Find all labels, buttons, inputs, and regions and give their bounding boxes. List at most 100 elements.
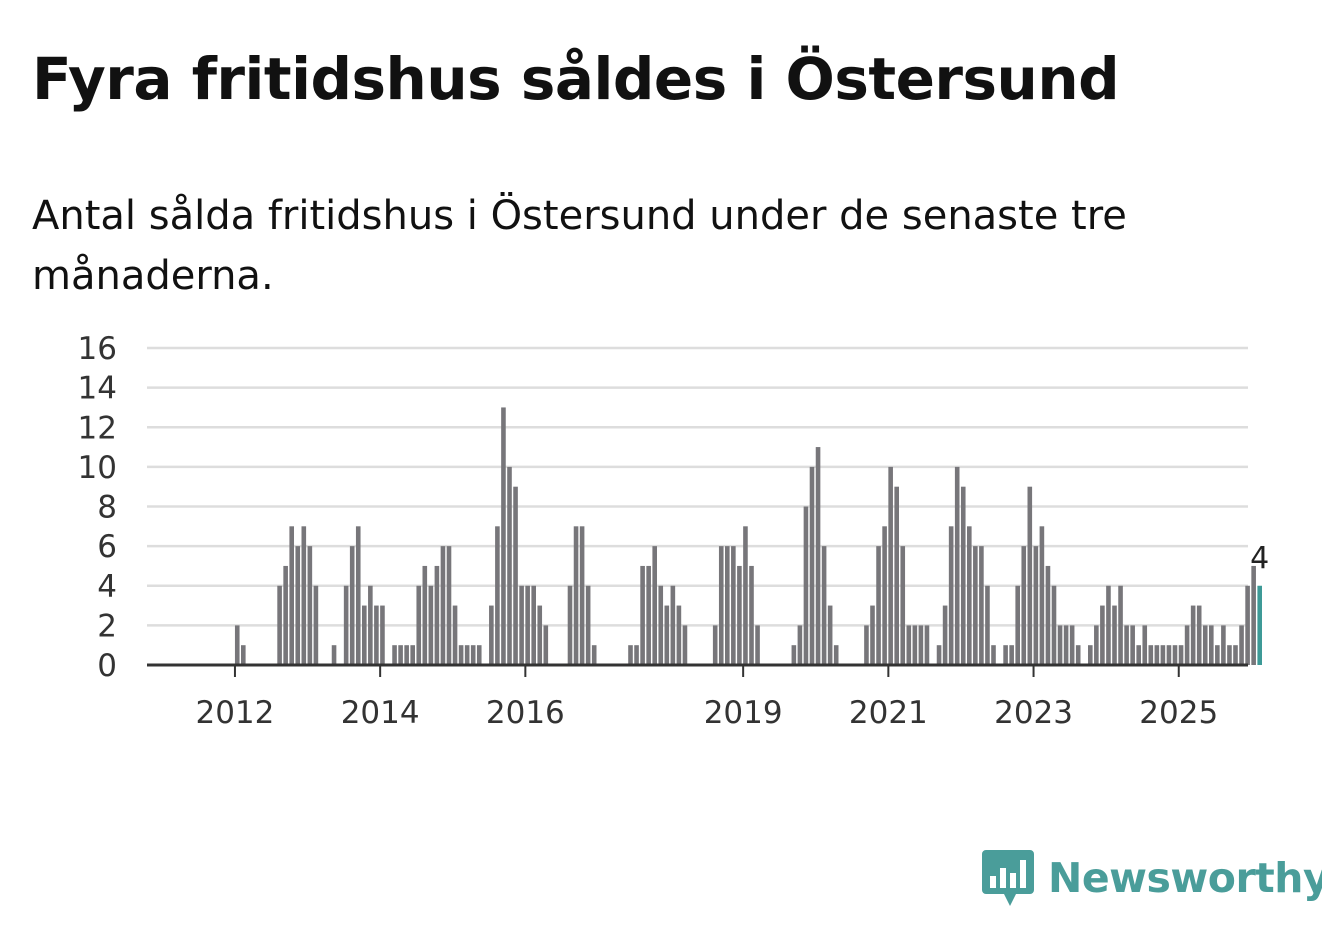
bar-chart-speech-bubble-icon <box>982 850 1034 906</box>
bar <box>664 605 670 665</box>
bar <box>1227 645 1232 665</box>
x-tick-label: 2023 <box>994 695 1073 731</box>
bar <box>525 585 530 665</box>
bar <box>1245 585 1250 665</box>
bar <box>864 625 869 666</box>
bar <box>380 605 385 665</box>
bar <box>283 565 288 665</box>
bar <box>1209 625 1214 666</box>
bar <box>1124 625 1129 666</box>
bar <box>452 605 458 665</box>
x-tick-label: 2025 <box>1139 695 1218 731</box>
bar <box>392 645 397 665</box>
bar <box>918 625 924 666</box>
y-tick-label: 16 <box>78 331 117 367</box>
bar <box>1045 565 1051 665</box>
bar <box>718 546 724 666</box>
bar <box>900 546 906 666</box>
bar <box>428 585 434 665</box>
bar <box>307 546 313 666</box>
bar <box>755 625 760 666</box>
bar <box>404 645 409 665</box>
bar <box>277 585 282 665</box>
bar <box>979 546 984 666</box>
bar <box>567 585 573 665</box>
bar <box>1021 546 1027 666</box>
bar <box>1166 645 1172 665</box>
bar <box>894 486 899 665</box>
bar <box>446 546 452 666</box>
bar <box>241 645 246 665</box>
bar <box>495 526 500 665</box>
bar <box>888 466 893 666</box>
y-tick-label: 2 <box>97 608 117 644</box>
bar <box>1057 625 1063 666</box>
bar <box>1178 645 1184 665</box>
bar <box>1160 645 1166 665</box>
bar <box>1051 585 1057 665</box>
x-axis-ticks: 2012 2014 2016 2019 2021 2023 2025 <box>195 665 1218 731</box>
y-tick-label: 8 <box>97 490 117 526</box>
bar <box>954 466 960 666</box>
newsworthy-logo[interactable]: Newsworthy <box>980 848 1322 908</box>
bar <box>410 645 415 665</box>
bar <box>1190 605 1196 665</box>
bar <box>1136 645 1141 665</box>
bar <box>464 645 470 665</box>
bar <box>1154 645 1160 665</box>
bar <box>531 585 536 665</box>
chart-subtitle: Antal sålda fritidshus i Östersund under… <box>32 193 1127 299</box>
y-tick-label: 0 <box>97 648 117 684</box>
x-tick-label: 2019 <box>704 695 783 731</box>
x-tick-label: 2012 <box>195 695 274 731</box>
bar <box>1106 585 1111 665</box>
bar <box>1196 605 1202 665</box>
bar <box>1094 625 1099 666</box>
bar <box>743 526 748 665</box>
bar <box>1009 645 1014 665</box>
bar <box>985 585 990 665</box>
y-tick-label: 4 <box>97 569 117 605</box>
bar <box>537 605 543 665</box>
bar <box>349 546 355 666</box>
bar <box>737 565 742 665</box>
x-tick-label: 2014 <box>341 695 420 731</box>
bar <box>815 447 821 665</box>
bar <box>870 605 875 665</box>
bar <box>803 506 809 665</box>
bar <box>1015 585 1020 665</box>
y-tick-label: 10 <box>78 450 117 486</box>
bar <box>501 407 506 665</box>
bar <box>682 625 688 666</box>
bar <box>1233 645 1238 665</box>
bar <box>470 645 476 665</box>
bar <box>1112 605 1117 665</box>
bar <box>295 546 301 666</box>
bar <box>646 565 651 665</box>
bar <box>712 625 718 666</box>
bar <box>1148 645 1154 665</box>
bar <box>1027 486 1033 665</box>
y-tick-label: 12 <box>78 410 117 446</box>
bar <box>331 645 337 665</box>
bar <box>1184 625 1190 666</box>
bar <box>343 585 349 665</box>
bar <box>301 526 307 665</box>
bar <box>1118 585 1123 665</box>
bar <box>749 565 754 665</box>
bar <box>398 645 403 665</box>
bar <box>585 585 591 665</box>
bar <box>991 645 996 665</box>
bar <box>362 605 367 665</box>
bar <box>942 605 948 665</box>
bar <box>440 546 446 666</box>
bar <box>791 645 797 665</box>
bar <box>513 486 518 665</box>
bar <box>1033 546 1039 666</box>
bar <box>434 565 440 665</box>
bar <box>634 645 639 665</box>
bar <box>1221 625 1226 666</box>
gridlines <box>147 346 1248 627</box>
bar <box>591 645 597 665</box>
bar <box>476 645 482 665</box>
